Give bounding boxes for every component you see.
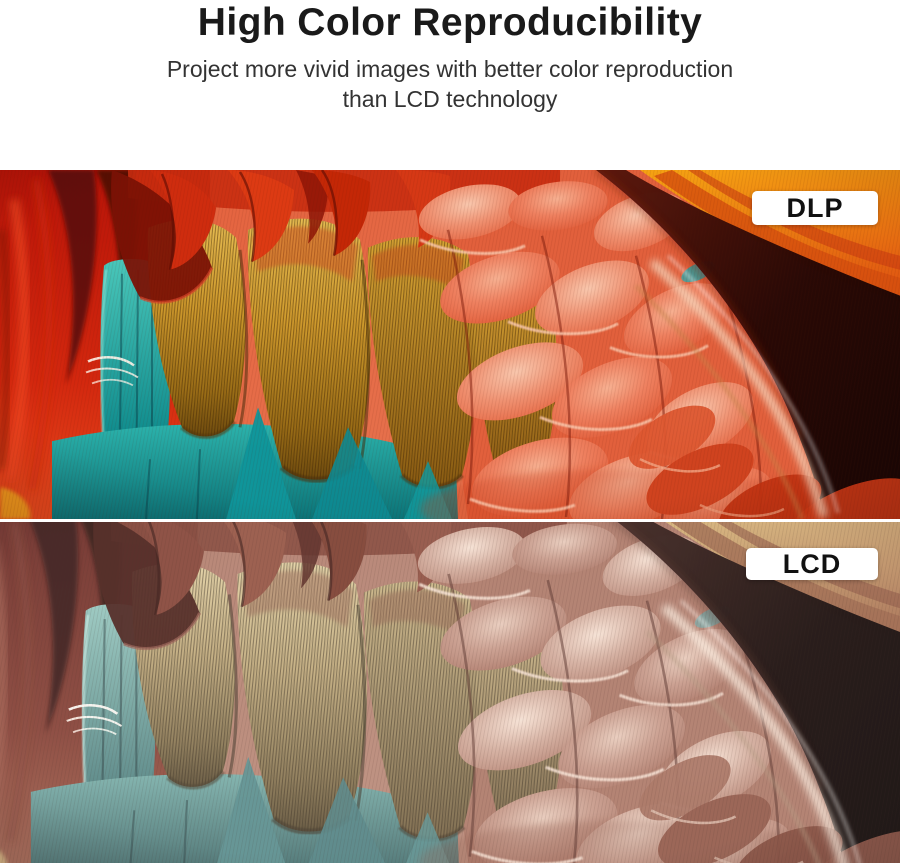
subtitle-line-2: than LCD technology — [342, 86, 558, 112]
lcd-image-panel: LCD — [0, 522, 900, 863]
subtitle: Project more vivid images with better co… — [0, 54, 900, 114]
macaw-feathers-photo-vivid — [0, 170, 900, 519]
subtitle-line-1: Project more vivid images with better co… — [166, 56, 734, 82]
lcd-badge: LCD — [746, 548, 878, 580]
dlp-image-panel: DLP — [0, 170, 900, 519]
header: High Color Reproducibility Project more … — [0, 0, 900, 170]
headline: High Color Reproducibility — [197, 1, 703, 44]
panel-divider — [0, 519, 900, 522]
dlp-badge: DLP — [752, 191, 878, 225]
feather-artwork — [0, 170, 900, 519]
